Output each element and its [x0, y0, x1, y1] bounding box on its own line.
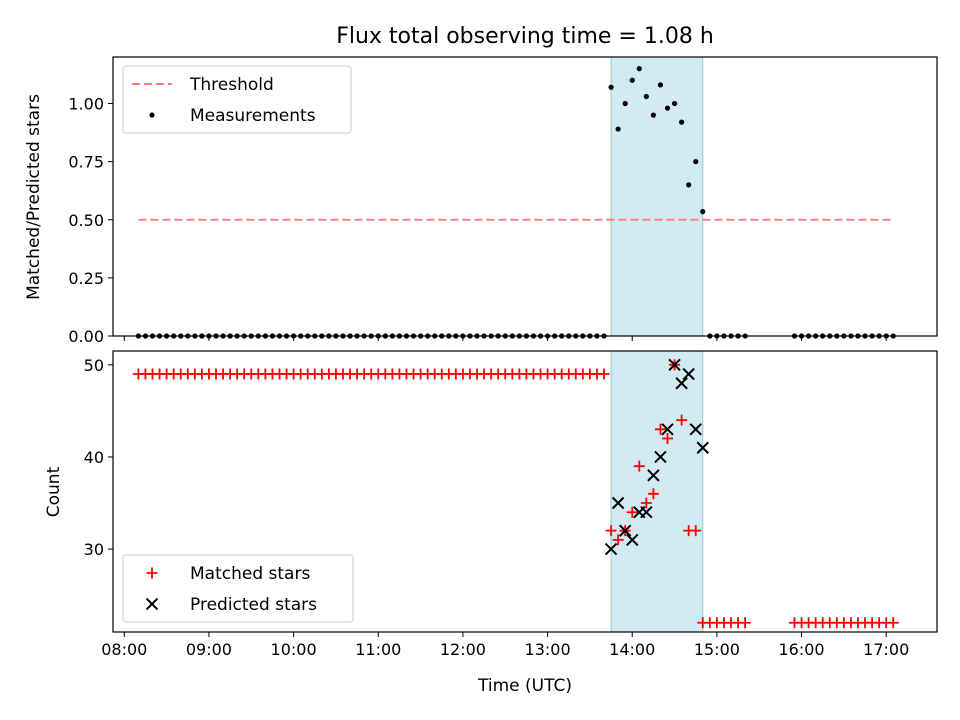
matched-star-point — [626, 506, 638, 518]
legend-matched-swatch — [146, 567, 158, 579]
predicted-star-point — [626, 533, 639, 547]
predicted-star-point — [604, 542, 618, 556]
x-tick-label: 09:00 — [186, 640, 232, 659]
legend-threshold-label: Threshold — [189, 75, 274, 95]
measurement-point — [608, 84, 614, 90]
x-tick-label: 17:00 — [863, 640, 909, 659]
x-tick-label: 15:00 — [694, 640, 740, 659]
measurement-point — [664, 105, 671, 111]
top-y-tick-label: 0.75 — [68, 153, 104, 172]
x-tick-label: 11:00 — [355, 640, 401, 659]
measurement-point — [671, 100, 678, 107]
measurement-point — [657, 82, 664, 88]
bottom-legend — [122, 554, 354, 623]
matched-star-point — [647, 488, 659, 500]
top-axes-frame — [112, 56, 938, 337]
top-legend — [122, 65, 352, 134]
bottom-y-tick-label: 40 — [84, 448, 104, 467]
x-tick-label: 12:00 — [440, 640, 486, 659]
top-panel: 0.00 0.25 0.50 0.75 1.00 Threshold Measurement… — [68, 56, 938, 346]
bottom-y-axis-label: Count — [44, 466, 64, 517]
measurement-point — [693, 159, 699, 165]
matched-star-point — [612, 534, 624, 546]
matched-star-point — [605, 525, 617, 537]
bottom-shaded-interval — [610, 350, 704, 633]
bottom-y-tick-label: 50 — [84, 356, 104, 375]
predicted-star-point — [611, 496, 625, 510]
matched-star-point — [633, 460, 645, 472]
top-shaded-interval — [610, 56, 704, 337]
top-y-axis-label: Matched/Predicted stars — [24, 94, 44, 300]
predicted-star-point — [654, 450, 667, 464]
x-tick-label: 13:00 — [525, 640, 571, 659]
predicted-star-point — [661, 423, 674, 436]
matched-star-point — [662, 433, 674, 445]
predicted-star-point — [668, 358, 681, 372]
measurement-point — [629, 77, 635, 83]
legend-measurements-swatch — [149, 112, 155, 118]
chart-title: Flux total observing time = 1.08 h — [336, 24, 714, 49]
matched-star-point — [739, 617, 751, 629]
legend-matched-label: Matched stars — [190, 564, 310, 584]
x-tick-label: 14:00 — [609, 640, 655, 659]
matched-star-point — [690, 525, 702, 537]
measurement-point — [615, 126, 621, 132]
measurement-point — [700, 209, 706, 215]
matched-star-point — [598, 368, 610, 380]
predicted-star-point — [647, 469, 660, 482]
top-y-tick-label: 1.00 — [68, 95, 104, 114]
predicted-star-point — [682, 367, 695, 381]
measurement-point — [622, 100, 628, 107]
predicted-star-point — [618, 524, 632, 537]
legend-predicted-swatch — [145, 597, 159, 611]
top-y-tick-label: 0.00 — [68, 327, 104, 346]
predicted-star-point — [640, 506, 653, 519]
x-axis-label: Time (UTC) — [477, 676, 572, 696]
top-y-tick-label: 0.25 — [68, 269, 104, 288]
measurement-point — [686, 182, 692, 188]
top-y-tick-label: 0.50 — [68, 211, 104, 230]
matched-star-point — [887, 617, 899, 629]
predicted-star-point — [689, 423, 702, 436]
legend-measurements-label: Measurements — [190, 106, 316, 126]
legend-predicted-label: Predicted stars — [190, 595, 317, 615]
matched-star-point — [654, 423, 666, 435]
measurement-point — [650, 112, 656, 118]
bottom-axes-frame — [112, 350, 938, 633]
bottom-panel: 30 40 50 08:00 09:00 10:00 11:00 12:00 13:00 14:0… — [84, 350, 938, 659]
predicted-star-point — [696, 441, 709, 454]
x-tick-label: 16:00 — [778, 640, 824, 659]
x-tick-label: 08:00 — [101, 640, 147, 659]
x-tick-label: 10:00 — [271, 640, 317, 659]
measurement-point — [643, 93, 649, 100]
bottom-y-tick-label: 30 — [84, 540, 104, 559]
measurement-point — [679, 119, 685, 125]
matched-star-point — [640, 497, 652, 509]
matched-star-point — [676, 414, 688, 426]
measurement-point — [636, 66, 642, 72]
predicted-star-point — [675, 377, 688, 390]
